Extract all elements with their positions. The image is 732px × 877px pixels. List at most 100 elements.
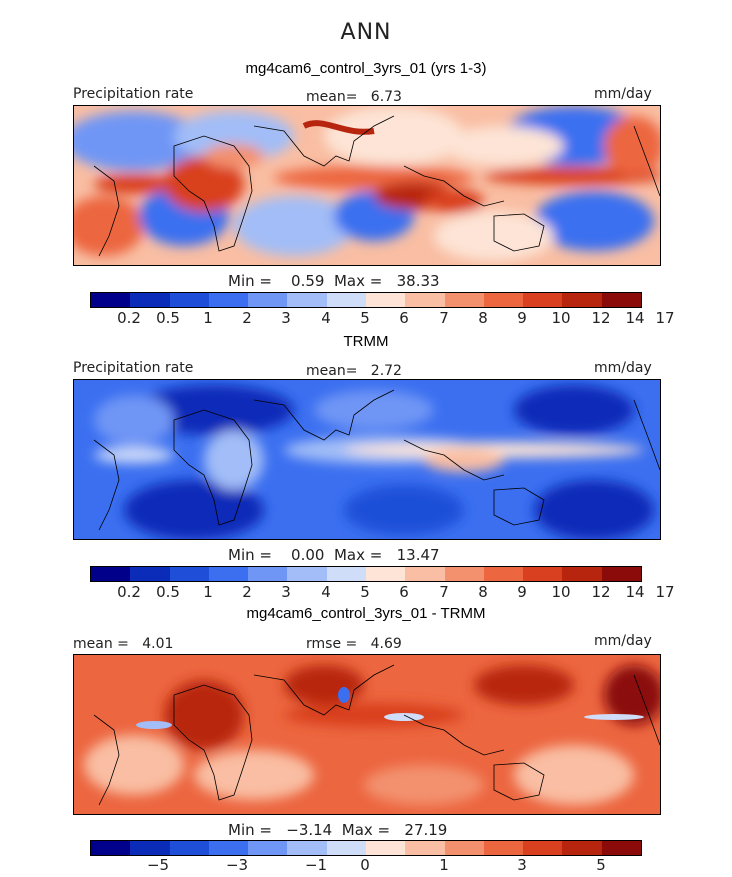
colorbar-tick: 3 (281, 309, 291, 327)
colorbar-swatch (208, 567, 249, 581)
colorbar-swatch (523, 293, 563, 307)
colorbar-tick: 0.5 (156, 309, 180, 327)
panel-1-colorbar-ticks: 0.2 0.5 1 2 3 4 5 6 7 8 9 10 12 14 17 (90, 309, 674, 327)
panel-1-title: mg4cam6_control_3yrs_01 (yrs 1-3) (245, 60, 487, 77)
panel-1-mean-label: mean= 6.73 (306, 89, 402, 105)
colorbar-tick: 5 (360, 309, 370, 327)
colorbar-swatch (405, 567, 445, 581)
colorbar-tick: 7 (439, 583, 449, 601)
panel-3-units-label: mm/day (594, 633, 652, 649)
colorbar-swatch (130, 567, 170, 581)
colorbar-tick: 12 (591, 309, 611, 327)
panel-2-title: TRMM (343, 333, 389, 350)
colorbar-swatch (444, 841, 484, 855)
colorbar-tick: 1 (203, 309, 213, 327)
colorbar-tick: 2 (242, 309, 252, 327)
colorbar-tick: 10 (551, 309, 571, 327)
colorbar-swatch (208, 841, 249, 855)
colorbar-tick: −3 (225, 856, 249, 874)
colorbar-tick: 10 (551, 583, 571, 601)
colorbar-tick: 4 (321, 309, 331, 327)
colorbar-tick: 7 (439, 309, 449, 327)
panel-2-colorbar (90, 566, 642, 582)
colorbar-swatch (405, 293, 445, 307)
colorbar-swatch (248, 293, 288, 307)
colorbar-tick: 14 (625, 583, 645, 601)
panel-2-units-label: mm/day (594, 360, 652, 376)
colorbar-tick: 9 (517, 583, 527, 601)
colorbar-swatch (483, 293, 524, 307)
colorbar-swatch (248, 567, 288, 581)
panel-1-min-max: Min = 0.59 Max = 38.33 (228, 272, 440, 290)
panel-3-title: mg4cam6_control_3yrs_01 - TRMM (246, 605, 486, 622)
colorbar-swatch (365, 567, 406, 581)
colorbar-swatch (405, 841, 445, 855)
colorbar-swatch (365, 841, 406, 855)
panel-1-colorbar (90, 292, 642, 308)
colorbar-swatch (562, 293, 602, 307)
figure-title: ANN (340, 20, 392, 45)
panel-1-precip-map (73, 105, 661, 266)
panel-2-variable-label: Precipitation rate (73, 360, 194, 376)
colorbar-swatch (601, 841, 641, 855)
colorbar-swatch (326, 293, 366, 307)
colorbar-swatch (326, 567, 366, 581)
colorbar-tick: 5 (360, 583, 370, 601)
colorbar-tick: 17 (655, 309, 675, 327)
colorbar-tick: 14 (625, 309, 645, 327)
colorbar-tick: −1 (304, 856, 328, 874)
colorbar-swatch (287, 567, 327, 581)
colorbar-swatch (326, 841, 366, 855)
colorbar-tick: 4 (321, 583, 331, 601)
colorbar-tick: 6 (399, 309, 409, 327)
colorbar-tick: 0.5 (156, 583, 180, 601)
colorbar-tick: 5 (596, 856, 606, 874)
panel-3-colorbar-ticks: −5 −3 −1 0 1 3 5 (90, 856, 640, 874)
colorbar-swatch (483, 567, 524, 581)
colorbar-swatch (91, 567, 131, 581)
colorbar-swatch (208, 293, 249, 307)
colorbar-swatch (169, 293, 209, 307)
colorbar-swatch (287, 841, 327, 855)
panel-3-colorbar (90, 840, 642, 856)
panel-3-mean-label: mean = 4.01 (73, 636, 174, 652)
panel-1-units-label: mm/day (594, 86, 652, 102)
colorbar-swatch (523, 841, 563, 855)
colorbar-swatch (130, 293, 170, 307)
colorbar-tick: 1 (439, 856, 449, 874)
colorbar-swatch (523, 567, 563, 581)
colorbar-swatch (601, 293, 641, 307)
panel-2-min-max: Min = 0.00 Max = 13.47 (228, 546, 440, 564)
colorbar-tick: 3 (281, 583, 291, 601)
colorbar-tick: 0.2 (117, 583, 141, 601)
colorbar-swatch (91, 293, 131, 307)
colorbar-tick: 1 (203, 583, 213, 601)
panel-1-variable-label: Precipitation rate (73, 86, 194, 102)
colorbar-tick: 8 (478, 583, 488, 601)
colorbar-tick: 8 (478, 309, 488, 327)
colorbar-swatch (601, 567, 641, 581)
colorbar-swatch (169, 567, 209, 581)
colorbar-tick: 0.2 (117, 309, 141, 327)
colorbar-swatch (130, 841, 170, 855)
colorbar-swatch (169, 841, 209, 855)
colorbar-tick: 6 (399, 583, 409, 601)
panel-3-difference-map (73, 654, 661, 815)
colorbar-swatch (444, 567, 484, 581)
colorbar-swatch (365, 293, 406, 307)
panel-2-precip-map (73, 379, 661, 540)
colorbar-tick: 17 (655, 583, 675, 601)
colorbar-swatch (444, 293, 484, 307)
panel-2-colorbar-ticks: 0.2 0.5 1 2 3 4 5 6 7 8 9 10 12 14 17 (90, 583, 674, 601)
colorbar-swatch (91, 841, 131, 855)
colorbar-swatch (287, 293, 327, 307)
panel-3-rmse-label: rmse = 4.69 (306, 636, 402, 652)
colorbar-tick: 12 (591, 583, 611, 601)
colorbar-tick: 0 (360, 856, 370, 874)
colorbar-tick: 2 (242, 583, 252, 601)
colorbar-tick: 9 (517, 309, 527, 327)
colorbar-swatch (562, 567, 602, 581)
panel-3-min-max: Min = −3.14 Max = 27.19 (228, 821, 448, 839)
colorbar-swatch (483, 841, 524, 855)
colorbar-swatch (562, 841, 602, 855)
